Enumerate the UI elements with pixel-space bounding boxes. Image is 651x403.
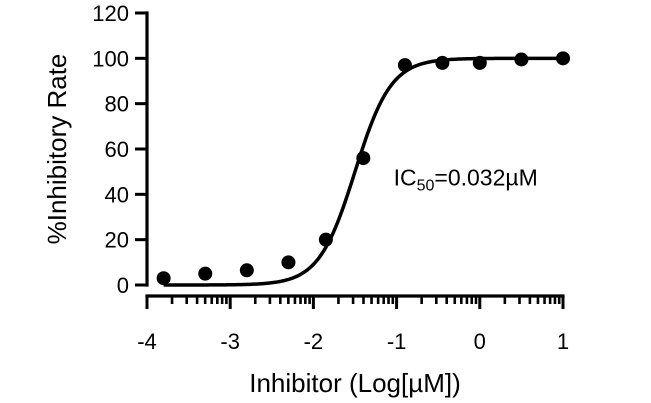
ic50-annotation-value: =0.032µM [434, 164, 537, 190]
y-tick-label: 40 [105, 182, 129, 207]
x-tick-label: -3 [220, 329, 240, 354]
data-point [472, 55, 487, 70]
x-tick-label: 0 [474, 329, 486, 354]
x-axis: -4 -3 -2 -1 0 1 [137, 294, 569, 354]
x-tick-label: 1 [557, 329, 569, 354]
data-point [356, 151, 371, 166]
ic50-annotation-base: IC [394, 164, 417, 190]
data-point [397, 58, 412, 73]
data-point [156, 271, 171, 286]
data-point [318, 232, 333, 247]
data-point [281, 255, 296, 270]
y-tick-label: 20 [105, 228, 129, 253]
x-tick-label: -2 [304, 329, 324, 354]
x-axis-title: Inhibitor (Log[µM]) [249, 368, 461, 398]
y-axis-title: %Inhibitory Rate [42, 54, 72, 245]
fit-curve [163, 56, 563, 287]
y-tick-label: 120 [92, 1, 129, 26]
y-tick-label: 80 [105, 92, 129, 117]
y-tick-label: 60 [105, 137, 129, 162]
ic50-annotation-subscript: 50 [417, 177, 435, 194]
ic50-annotation: IC50=0.032µM [394, 164, 538, 194]
y-axis: 0 20 40 60 80 100 120 [92, 1, 149, 298]
data-point [435, 55, 450, 70]
x-tick-label: -1 [387, 329, 407, 354]
y-tick-label: 0 [117, 273, 129, 298]
data-point [239, 263, 254, 278]
data-points [156, 51, 570, 286]
x-tick-label: -4 [137, 329, 157, 354]
data-point [198, 266, 213, 281]
data-point [514, 52, 529, 67]
y-tick-label: 100 [92, 46, 129, 71]
data-point [556, 51, 570, 66]
